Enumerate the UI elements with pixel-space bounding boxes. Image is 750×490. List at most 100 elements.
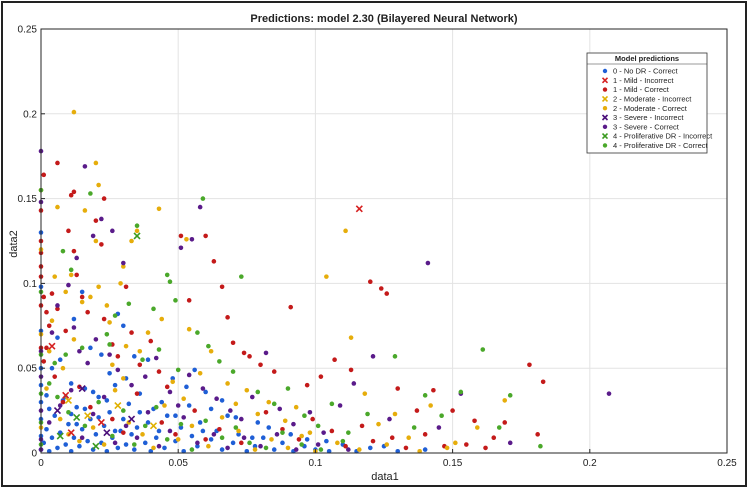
data-point bbox=[79, 294, 85, 300]
data-point bbox=[184, 384, 189, 390]
data-point bbox=[60, 248, 66, 254]
data-point bbox=[104, 449, 110, 454]
data-point bbox=[181, 449, 186, 454]
data-point bbox=[332, 357, 337, 363]
data-point bbox=[77, 438, 82, 444]
data-point bbox=[362, 391, 368, 396]
data-point bbox=[367, 445, 373, 451]
data-point bbox=[79, 426, 85, 432]
data-point bbox=[153, 404, 159, 410]
data-point bbox=[64, 396, 73, 404]
y-tick-label: 0.2 bbox=[23, 109, 37, 120]
data-point bbox=[85, 438, 90, 444]
data-point bbox=[142, 423, 148, 429]
data-point bbox=[538, 443, 543, 449]
data-point bbox=[181, 396, 186, 402]
data-point bbox=[387, 416, 392, 422]
data-point bbox=[44, 309, 49, 315]
data-point bbox=[184, 237, 189, 242]
data-point bbox=[483, 445, 488, 451]
data-point bbox=[271, 369, 277, 374]
data-point bbox=[472, 418, 477, 424]
data-point bbox=[258, 362, 263, 368]
data-point bbox=[41, 172, 47, 178]
data-point bbox=[123, 423, 129, 429]
data-point bbox=[121, 323, 126, 329]
data-point bbox=[79, 345, 85, 351]
data-point bbox=[107, 320, 112, 325]
data-point bbox=[496, 425, 502, 430]
chart-title: Predictions: model 2.30 (Bilayered Neura… bbox=[250, 13, 517, 25]
data-point bbox=[208, 406, 214, 412]
data-point bbox=[395, 449, 401, 454]
data-point bbox=[74, 421, 79, 427]
data-point bbox=[134, 425, 140, 430]
legend-marker bbox=[602, 87, 608, 92]
data-point bbox=[115, 354, 121, 359]
data-point bbox=[126, 301, 132, 307]
data-point bbox=[225, 381, 230, 386]
data-point bbox=[167, 279, 173, 285]
data-point bbox=[233, 425, 239, 430]
data-point bbox=[439, 413, 444, 418]
data-point bbox=[431, 387, 436, 393]
data-point bbox=[392, 411, 398, 417]
data-point bbox=[104, 331, 110, 337]
data-point bbox=[85, 360, 90, 366]
data-point bbox=[101, 442, 107, 447]
data-point bbox=[186, 326, 192, 332]
data-point bbox=[66, 228, 71, 234]
data-point bbox=[60, 365, 66, 371]
data-point bbox=[203, 233, 208, 239]
data-point bbox=[164, 272, 170, 278]
data-point bbox=[55, 303, 60, 308]
data-point bbox=[225, 413, 230, 418]
data-point bbox=[159, 316, 165, 322]
data-point bbox=[195, 440, 200, 446]
data-point bbox=[217, 359, 222, 364]
data-point bbox=[315, 423, 321, 429]
data-point bbox=[153, 435, 159, 441]
data-point bbox=[170, 376, 176, 381]
data-point bbox=[68, 272, 74, 278]
data-point bbox=[175, 367, 181, 373]
data-point bbox=[96, 399, 101, 405]
data-point bbox=[112, 313, 118, 318]
data-point bbox=[230, 369, 236, 374]
data-point bbox=[112, 428, 118, 434]
data-point bbox=[200, 386, 206, 391]
data-point bbox=[68, 267, 74, 273]
data-point bbox=[417, 449, 422, 454]
data-point bbox=[162, 403, 167, 408]
data-point bbox=[99, 242, 104, 247]
data-point bbox=[357, 447, 362, 452]
data-point bbox=[450, 408, 455, 413]
x-tick-label: 0.1 bbox=[308, 458, 322, 469]
data-point bbox=[85, 309, 90, 315]
data-point bbox=[299, 442, 304, 447]
data-point bbox=[464, 442, 469, 447]
x-axis-label: data1 bbox=[371, 471, 399, 483]
data-point bbox=[480, 347, 486, 352]
data-point bbox=[395, 386, 401, 391]
data-point bbox=[134, 391, 140, 396]
data-point bbox=[84, 412, 92, 420]
data-point bbox=[101, 196, 107, 201]
x-tick-label: 0.25 bbox=[717, 458, 737, 469]
data-point bbox=[110, 416, 115, 422]
data-point bbox=[178, 245, 184, 251]
data-point bbox=[156, 443, 162, 449]
data-point bbox=[127, 415, 136, 423]
data-point bbox=[304, 382, 310, 388]
legend-marker bbox=[601, 133, 609, 140]
data-point bbox=[403, 445, 409, 451]
data-point bbox=[57, 416, 63, 422]
data-point bbox=[252, 443, 258, 449]
data-point bbox=[359, 423, 365, 429]
data-point bbox=[173, 432, 178, 437]
data-point bbox=[167, 389, 173, 395]
data-point bbox=[164, 437, 170, 442]
y-tick-label: 0 bbox=[31, 449, 37, 460]
data-point bbox=[233, 401, 239, 407]
data-point bbox=[195, 330, 200, 335]
